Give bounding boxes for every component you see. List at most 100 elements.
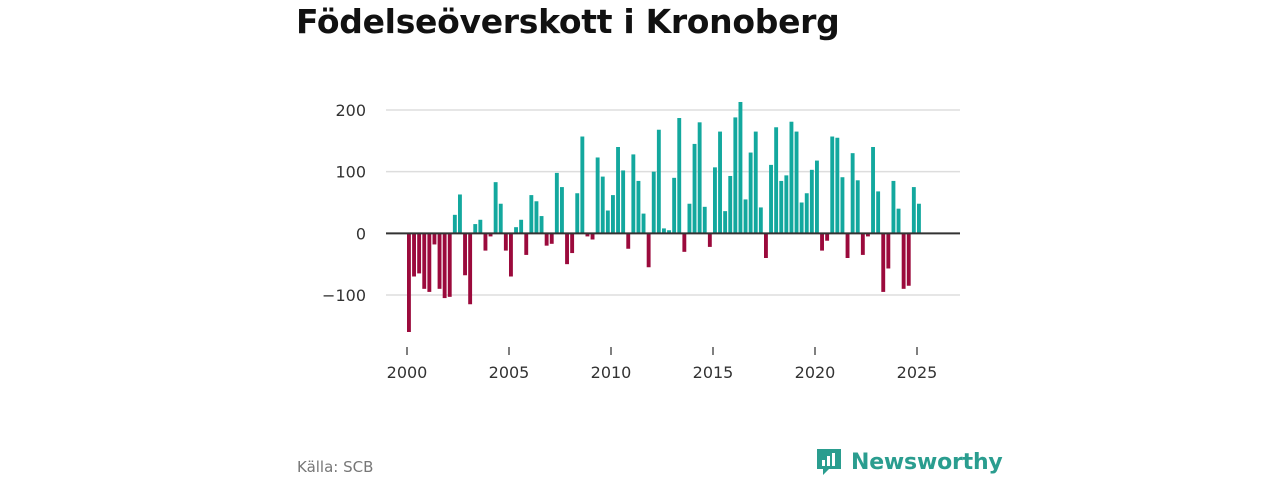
bar [560,187,564,234]
bar [876,191,881,234]
bar [804,193,809,234]
bar [605,210,610,234]
bar [774,127,779,234]
bar [743,199,748,234]
bar [723,211,728,234]
y-axis-ticks: −100 0 100 200 [322,101,366,305]
bar [503,233,508,251]
bar [748,152,753,234]
bar [514,227,518,234]
bar [417,233,422,274]
bar [881,233,886,292]
x-tick-label: 2025 [897,363,938,382]
bar [626,233,631,249]
bar [646,233,651,268]
y-tick-label: 200 [335,101,366,120]
bar [656,129,661,234]
y-tick-label: −100 [322,286,366,305]
brand-name: Newsworthy [851,449,1003,475]
bar [580,136,585,234]
bar [641,213,646,234]
bar [906,233,911,286]
bar [447,233,452,297]
bar-chart: −100 0 100 200 2000 2005 2010 2015 2020 2025 [322,101,960,382]
bar [549,233,554,244]
bar [565,233,569,265]
y-tick-label: 0 [356,224,366,243]
bar [442,233,447,299]
bar [519,219,524,234]
bar [809,169,814,234]
x-tick-label: 2020 [795,363,836,382]
x-tick-label: 2010 [591,363,632,382]
bar [488,233,493,237]
bar [794,131,799,234]
bar [483,233,488,251]
bar [871,147,875,234]
bar [738,101,743,234]
bar [784,175,789,234]
bar [422,233,427,289]
bar [611,195,615,234]
bar [407,233,411,332]
bar [570,233,575,254]
x-tick-label: 2000 [387,363,428,382]
bar [702,206,707,234]
bar [764,233,768,258]
bar [478,219,483,234]
bar [682,233,687,252]
bar [452,214,457,234]
gridlines [386,109,960,296]
bar [845,233,850,258]
bar [753,131,758,234]
x-axis-ticks: 2000 2005 2010 2015 2020 2025 [387,347,938,382]
bar [713,167,717,234]
bar [524,233,529,255]
bar [509,233,513,277]
source-label: Källa: SCB [297,458,374,476]
bar [707,233,712,247]
bar [825,233,830,241]
bar [473,224,478,234]
x-tick-label: 2015 [693,363,734,382]
bar [458,194,462,234]
bar [575,193,580,234]
bar [534,201,539,234]
bar [651,171,656,234]
bar [631,154,636,234]
bar [799,202,804,234]
bar [779,180,784,234]
newsworthy-logo-icon [817,449,841,475]
bar [718,131,722,234]
bar [692,143,697,234]
bar [886,233,891,269]
bar [855,180,860,234]
y-tick-label: 100 [335,163,366,182]
bar [529,195,534,234]
bar [463,233,467,276]
bar [600,176,605,234]
bar [733,117,738,234]
bar [539,216,544,234]
bar [544,233,549,246]
bar [468,233,473,305]
bars [407,101,921,332]
bar [636,180,641,234]
brand[interactable]: Newsworthy [815,447,1003,477]
bar [830,136,835,234]
bar [498,203,503,234]
bar [616,147,620,234]
bar [758,207,763,234]
bar [677,118,682,234]
bar [891,180,896,234]
bar [860,233,865,255]
bar [432,233,437,245]
bar [621,170,626,234]
bar [850,153,855,234]
bar [789,121,794,234]
bar [866,233,870,237]
bar [687,203,692,234]
bar [412,233,416,277]
bar [662,228,666,234]
bar [917,203,921,234]
